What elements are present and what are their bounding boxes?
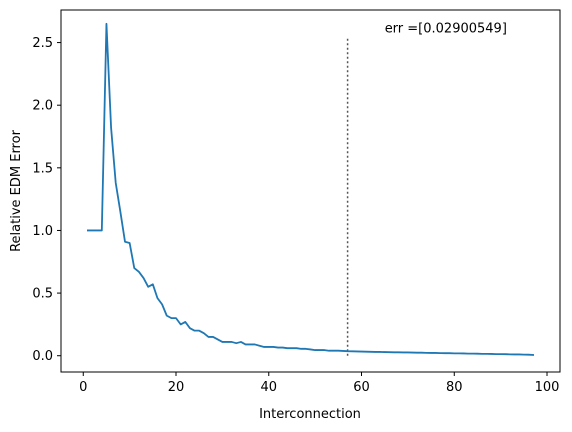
x-tick-label: 60: [353, 380, 370, 395]
y-axis-label: Relative EDM Error: [9, 129, 24, 251]
y-tick-label: 0.0: [32, 349, 53, 364]
error-annotation: err =[0.02900549]: [385, 22, 507, 37]
x-axis-label: Interconnection: [259, 407, 361, 422]
y-tick-label: 0.5: [32, 287, 53, 302]
x-tick-label: 0: [79, 380, 87, 395]
y-tick-label: 2.5: [32, 36, 53, 51]
x-tick-label: 80: [446, 380, 463, 395]
x-tick-label: 100: [535, 380, 560, 395]
y-tick-label: 2.0: [32, 99, 53, 114]
x-tick-label: 40: [260, 380, 277, 395]
y-tick-label: 1.0: [32, 224, 53, 239]
y-tick-label: 1.5: [32, 161, 53, 176]
x-tick-label: 20: [168, 380, 185, 395]
